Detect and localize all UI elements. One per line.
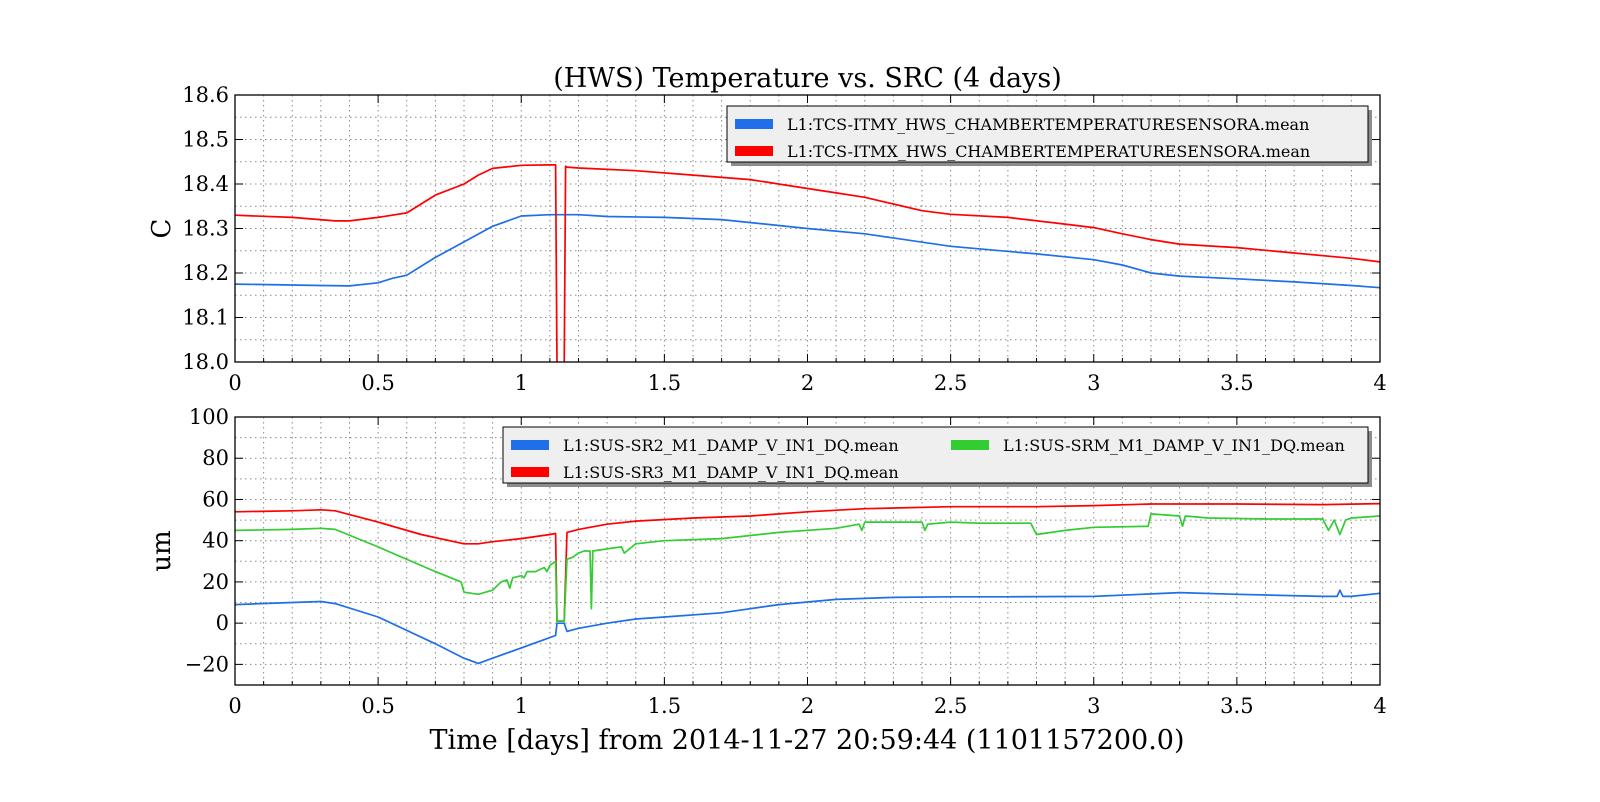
x-tick-label: 3 xyxy=(1087,694,1100,718)
x-tick-label: 4 xyxy=(1373,694,1386,718)
legend-swatch xyxy=(735,146,773,156)
y-tick-label: 80 xyxy=(202,446,229,470)
legend: L1:SUS-SR2_M1_DAMP_V_IN1_DQ.mean L1:SUS-S… xyxy=(502,426,1372,487)
y-axis-label: C xyxy=(147,219,177,239)
tick-labels: 0 0.5 1 1.5 2 2.5 3 3.5 4 18.0 18.1 18.2 18.3 18.4 18.… xyxy=(182,83,1386,395)
legend-swatch xyxy=(951,440,989,450)
x-tick-label: 2 xyxy=(801,371,814,395)
y-axis-label: um xyxy=(147,530,177,571)
x-tick-label: 3.5 xyxy=(1220,694,1253,718)
legend-swatch xyxy=(735,119,773,129)
series-line-2 xyxy=(235,502,1380,622)
legend-entry: L1:SUS-SRM_M1_DAMP_V_IN1_DQ.mean xyxy=(1003,436,1345,455)
legend-entry: L1:TCS-ITMY_HWS_CHAMBERTEMPERATURESENSOR… xyxy=(787,115,1309,134)
y-tick-label: 18.3 xyxy=(182,217,229,241)
y-tick-label: 18.0 xyxy=(182,350,229,374)
x-tick-label: 2.5 xyxy=(934,694,967,718)
x-tick-label: 2 xyxy=(801,694,814,718)
y-tick-label: 0 xyxy=(216,611,229,635)
y-tick-label: 18.2 xyxy=(182,261,229,285)
legend: L1:TCS-ITMY_HWS_CHAMBERTEMPERATURESENSOR… xyxy=(726,105,1372,166)
legend-entry: L1:SUS-SR3_M1_DAMP_V_IN1_DQ.mean xyxy=(563,463,899,482)
legend-entry: L1:TCS-ITMX_HWS_CHAMBERTEMPERATURESENSOR… xyxy=(787,142,1310,161)
series-line-2 xyxy=(235,164,1380,362)
x-tick-label: 1.5 xyxy=(648,694,681,718)
legend-box xyxy=(726,105,1369,163)
x-tick-label: 2.5 xyxy=(934,371,967,395)
y-tick-label: −20 xyxy=(185,652,229,676)
y-tick-label: 20 xyxy=(202,570,229,594)
grid xyxy=(235,95,1380,362)
x-tick-label: 0.5 xyxy=(361,694,394,718)
legend-swatch xyxy=(511,467,549,477)
y-tick-label: 60 xyxy=(202,487,229,511)
x-tick-label: 3.5 xyxy=(1220,371,1253,395)
legend-entry: L1:SUS-SR2_M1_DAMP_V_IN1_DQ.mean xyxy=(563,436,899,455)
x-tick-label: 0 xyxy=(228,694,241,718)
x-axis-label: Time [days] from 2014-11-27 20:59:44 (11… xyxy=(430,725,1185,756)
x-tick-label: 0.5 xyxy=(361,371,394,395)
grid xyxy=(235,417,1380,685)
chart-title: (HWS) Temperature vs. SRC (4 days) xyxy=(553,63,1062,94)
y-tick-label: 100 xyxy=(189,405,229,429)
series-line-3 xyxy=(235,513,1380,622)
tick-marks xyxy=(234,94,1381,363)
series-lines xyxy=(235,502,1380,665)
x-tick-label: 1 xyxy=(515,694,528,718)
tick-labels: 0 0.5 1 1.5 2 2.5 3 3.5 4 −20 0 20 40 60 80 100 xyxy=(185,405,1387,718)
x-tick-label: 1 xyxy=(515,371,528,395)
series-lines xyxy=(235,164,1380,362)
tick-marks xyxy=(234,416,1381,685)
series-line-1 xyxy=(235,213,1380,289)
legend-box xyxy=(502,426,1369,484)
y-tick-label: 40 xyxy=(202,529,229,553)
y-tick-label: 18.1 xyxy=(182,306,229,330)
x-tick-label: 3 xyxy=(1087,371,1100,395)
series-line-1 xyxy=(235,589,1380,665)
y-tick-label: 18.5 xyxy=(182,128,229,152)
y-tick-label: 18.6 xyxy=(182,83,229,107)
x-tick-label: 1.5 xyxy=(648,371,681,395)
displacement-chart: um 0 0.5 1 1.5 2 2.5 3 3.5 4 −20 0 20 40 60 80 100 L1:S… xyxy=(147,405,1387,718)
legend-swatch xyxy=(511,440,549,450)
x-tick-label: 0 xyxy=(228,371,241,395)
y-tick-label: 18.4 xyxy=(182,172,229,196)
x-tick-label: 4 xyxy=(1373,371,1386,395)
temperature-chart: (HWS) Temperature vs. SRC (4 days) C 0 0.… xyxy=(147,63,1387,395)
